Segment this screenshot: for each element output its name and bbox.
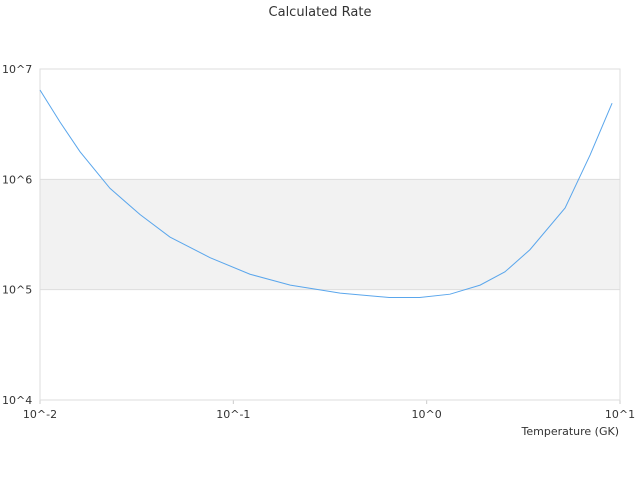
y-tick-label: 10^7 — [2, 63, 32, 76]
y-tick-label: 10^4 — [2, 394, 32, 407]
x-tick-label: 10^-1 — [216, 408, 250, 421]
data-line — [39, 89, 613, 298]
x-axis-label: Temperature (GK) — [521, 425, 620, 438]
grid-band — [40, 179, 620, 290]
chart-title: Calculated Rate — [269, 5, 372, 20]
y-tick-label: 10^5 — [2, 284, 32, 297]
x-tick-label: 10^-2 — [23, 408, 57, 421]
plot-frame — [39, 68, 621, 401]
y-tick-label: 10^6 — [2, 173, 32, 186]
x-tick-label: 10^0 — [412, 408, 442, 421]
x-tick-label: 10^1 — [605, 408, 635, 421]
